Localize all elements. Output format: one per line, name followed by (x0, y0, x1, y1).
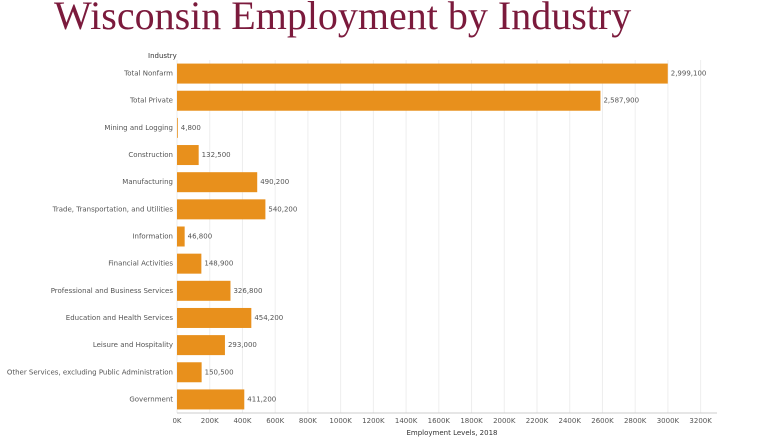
bar (177, 199, 266, 220)
x-axis-title: Employment Levels, 2018 (407, 429, 498, 437)
y-tick-label: Education and Health Services (66, 314, 174, 322)
value-label: 490,200 (260, 178, 289, 186)
x-tick-label: 2200K (526, 417, 549, 425)
value-label: 2,587,900 (603, 97, 639, 105)
x-tick-label: 2800K (624, 417, 647, 425)
x-tick-label: 1000K (329, 417, 352, 425)
x-tick-label: 2400K (559, 417, 582, 425)
bar (177, 63, 668, 84)
value-label: 454,200 (254, 314, 283, 322)
x-tick-label: 2600K (591, 417, 614, 425)
y-tick-label: Professional and Business Services (51, 287, 174, 295)
x-tick-label: 200K (201, 417, 219, 425)
x-tick-label: 3000K (657, 417, 680, 425)
value-label: 411,200 (247, 395, 276, 403)
bar (177, 362, 202, 383)
value-label: 540,200 (268, 205, 297, 213)
y-tick-label: Trade, Transportation, and Utilities (52, 205, 174, 213)
x-tick-label: 2000K (493, 417, 516, 425)
bar (177, 280, 231, 301)
value-label: 132,500 (202, 151, 231, 159)
x-tick-label: 1800K (460, 417, 483, 425)
y-tick-label: Mining and Logging (104, 124, 173, 132)
x-tick-label: 400K (233, 417, 251, 425)
bar (177, 90, 601, 111)
value-label: 4,800 (181, 124, 201, 132)
x-tick-label: 1400K (395, 417, 418, 425)
bar (177, 226, 185, 247)
value-label: 46,800 (188, 233, 213, 241)
y-tick-label: Manufacturing (122, 178, 173, 186)
x-tick-label: 800K (299, 417, 317, 425)
bar (177, 389, 245, 410)
x-tick-label: 3200K (689, 417, 712, 425)
bar (177, 117, 178, 138)
bar (177, 307, 252, 328)
y-tick-label: Total Nonfarm (123, 70, 173, 78)
y-axis-title: Industry (148, 52, 177, 60)
bar (177, 145, 199, 166)
y-tick-label: Other Services, excluding Public Adminis… (7, 368, 173, 376)
y-tick-label: Leisure and Hospitality (93, 341, 173, 349)
value-label: 326,800 (233, 287, 262, 295)
value-label: 293,000 (228, 341, 257, 349)
value-label: 2,999,100 (671, 70, 707, 78)
x-tick-label: 1600K (428, 417, 451, 425)
y-tick-label: Financial Activities (108, 260, 173, 268)
bar (177, 335, 225, 356)
value-label: 150,500 (205, 368, 234, 376)
y-tick-label: Total Private (129, 97, 173, 105)
y-tick-label: Information (132, 233, 173, 241)
chart-title: Wisconsin Employment by Industry (54, 0, 631, 38)
bar (177, 253, 202, 274)
y-tick-label: Government (129, 395, 173, 403)
value-label: 148,900 (204, 260, 233, 268)
x-tick-label: 600K (266, 417, 284, 425)
bar (177, 172, 258, 193)
y-tick-label: Construction (128, 151, 173, 159)
x-tick-label: 1200K (362, 417, 385, 425)
x-tick-label: 0K (172, 417, 181, 425)
